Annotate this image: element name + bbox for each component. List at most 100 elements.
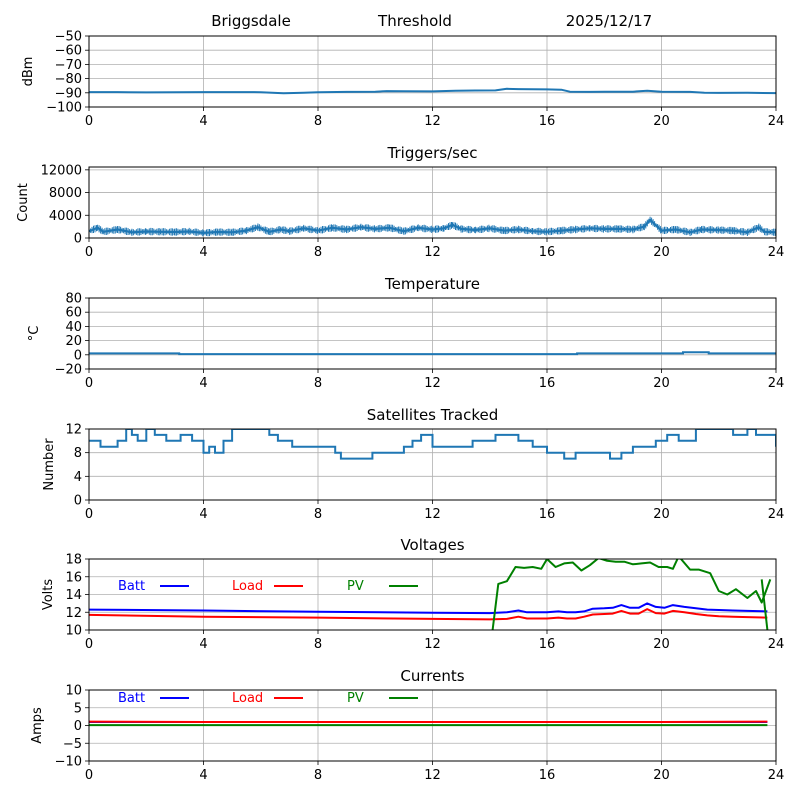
- x-tick-label: 12: [424, 376, 441, 391]
- axes-frame: [88, 689, 777, 762]
- legend-label-load: Load: [232, 579, 263, 594]
- trigger-mode: Threshold: [377, 12, 452, 30]
- y-tick-label: 20: [65, 334, 82, 349]
- y-tick-label: −80: [55, 72, 82, 87]
- y-tick-label: −50: [55, 30, 82, 45]
- legend-label-pv: PV: [347, 691, 364, 706]
- series-noise-band: [89, 216, 776, 237]
- x-tick-label: 12: [424, 114, 441, 129]
- y-tick-label: 12: [65, 606, 82, 621]
- series-line-batt: [89, 602, 768, 615]
- axes-frame: [88, 558, 777, 631]
- x-tick-label: 4: [199, 768, 207, 783]
- panel-title: Voltages: [400, 536, 464, 554]
- series-group: [89, 559, 772, 630]
- y-tick-label: 4000: [49, 209, 82, 224]
- x-tick-label: 0: [85, 245, 93, 260]
- x-tick-label: 8: [314, 637, 322, 652]
- x-tick-label: 20: [653, 507, 670, 522]
- x-tick-label: 20: [653, 376, 670, 391]
- series-group: [89, 351, 776, 356]
- series-line-number: [89, 429, 776, 460]
- panel-title: Temperature: [384, 275, 480, 293]
- y-tick-label: 12: [65, 423, 82, 438]
- y-tick-label: 8000: [49, 186, 82, 201]
- panel-title: Satellites Tracked: [367, 406, 498, 424]
- legend-label-load: Load: [232, 691, 263, 706]
- y-tick-label: 18: [65, 553, 82, 568]
- series-line--c: [89, 351, 776, 356]
- y-tick-label: −60: [55, 44, 82, 59]
- y-tick-label: 0: [74, 348, 82, 363]
- series-line-pv: [491, 559, 772, 630]
- y-tick-label: 0: [74, 494, 82, 509]
- legend-label-batt: Batt: [118, 579, 145, 594]
- x-tick-label: 0: [85, 507, 93, 522]
- panel-title: Currents: [400, 667, 464, 685]
- y-tick-label: −70: [55, 58, 82, 73]
- y-tick-label: 14: [65, 588, 82, 603]
- site-name: Briggsdale: [211, 12, 291, 30]
- x-tick-label: 16: [539, 114, 556, 129]
- series-group: [89, 429, 776, 460]
- x-tick-label: 16: [539, 768, 556, 783]
- y-axis-label: Amps: [30, 707, 45, 744]
- x-tick-label: 4: [199, 507, 207, 522]
- y-tick-label: −90: [55, 86, 82, 101]
- x-tick-label: 12: [424, 507, 441, 522]
- x-tick-label: 20: [653, 114, 670, 129]
- y-axis-label: dBm: [21, 57, 36, 87]
- x-tick-label: 16: [539, 637, 556, 652]
- y-tick-label: −20: [55, 363, 82, 378]
- y-tick-label: 5: [74, 701, 82, 716]
- x-tick-label: 24: [768, 637, 785, 652]
- legend-label-pv: PV: [347, 579, 364, 594]
- x-tick-label: 24: [768, 245, 785, 260]
- y-tick-label: 0: [74, 719, 82, 734]
- y-axis-label: Count: [16, 183, 31, 222]
- series-line-dbm: [89, 87, 776, 95]
- y-tick-label: 10: [65, 684, 82, 699]
- panel-signal: 0 4 8 12 16 20 24 −100−90−80−70−60−50 dBm: [21, 30, 784, 130]
- x-tick-label: 24: [768, 114, 785, 129]
- series-line-load: [89, 608, 768, 621]
- series-line-pv-drop: [760, 579, 769, 630]
- y-tick-label: −100: [46, 101, 82, 116]
- x-tick-label: 20: [653, 637, 670, 652]
- y-tick-label: 16: [65, 570, 82, 585]
- series-group: [89, 720, 768, 727]
- y-tick-label: 4: [74, 470, 82, 485]
- y-axis-label: Number: [42, 438, 57, 491]
- x-tick-label: 4: [199, 376, 207, 391]
- x-tick-label: 8: [314, 376, 322, 391]
- x-tick-label: 20: [653, 768, 670, 783]
- panel-satellites-tracked: 0 4 8 12 16 20 24 0 4 8 12 Satellites Tracked Number: [42, 406, 784, 522]
- x-tick-label: 8: [314, 245, 322, 260]
- x-tick-label: 0: [85, 114, 93, 129]
- y-axis-label: °C: [27, 326, 42, 342]
- axes-frame: [88, 166, 777, 239]
- x-tick-label: 24: [768, 768, 785, 783]
- y-tick-label: −10: [55, 755, 82, 770]
- panel-title: Triggers/sec: [387, 144, 478, 162]
- x-tick-label: 24: [768, 507, 785, 522]
- x-tick-label: 16: [539, 507, 556, 522]
- x-tick-label: 0: [85, 376, 93, 391]
- y-tick-label: −5: [63, 737, 82, 752]
- x-tick-label: 4: [199, 245, 207, 260]
- x-tick-label: 12: [424, 245, 441, 260]
- x-tick-label: 8: [314, 768, 322, 783]
- x-tick-label: 12: [424, 637, 441, 652]
- x-tick-label: 8: [314, 507, 322, 522]
- x-tick-label: 4: [199, 114, 207, 129]
- legend-label-batt: Batt: [118, 691, 145, 706]
- y-tick-label: 10: [65, 624, 82, 639]
- x-tick-label: 0: [85, 768, 93, 783]
- panel-triggers-sec: 0 4 8 12 16 20 24 0 4000 8000 12000 Triggers/sec Cou…: [16, 144, 784, 260]
- date-label: 2025/12/17: [566, 12, 652, 30]
- axes-frame: [88, 428, 777, 501]
- x-tick-label: 24: [768, 376, 785, 391]
- axes-frame: [88, 297, 777, 370]
